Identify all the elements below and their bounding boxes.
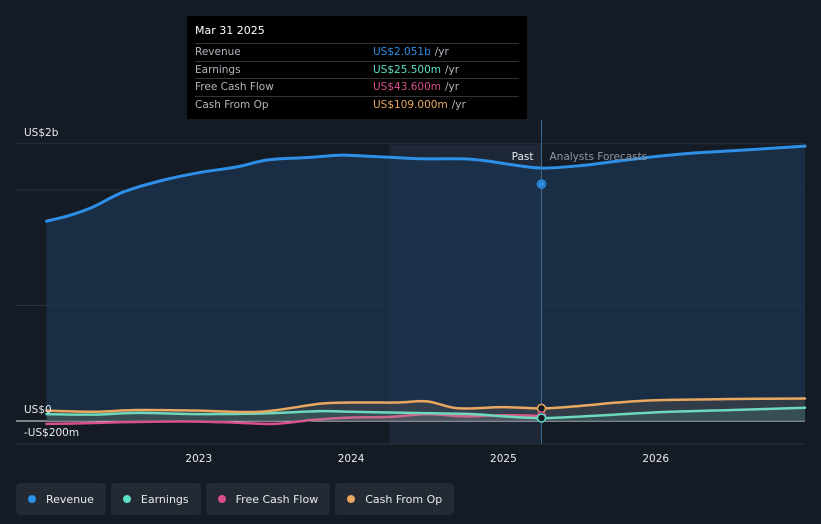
past-label: Past [512, 151, 534, 163]
legend-label: Cash From Op [365, 492, 443, 506]
chart-canvas: Past Analysts Forecasts US$2b US$0 -US$200… [16, 120, 807, 465]
tooltip-value: US$25.500m [373, 63, 441, 76]
data-markers [536, 179, 547, 423]
series-line-cash-from-op [45, 397, 807, 414]
legend-dot-icon [217, 495, 226, 503]
revenue-area [46, 146, 806, 422]
y-axis-labels: US$2b US$0 -US$200m [24, 127, 79, 439]
tooltip-unit: /yr [434, 46, 449, 58]
forecast-label: Analysts Forecasts [549, 151, 647, 163]
legend-item-free-cash-flow[interactable]: Free Cash Flow [205, 483, 331, 515]
x-tick-label: 2025 [490, 453, 517, 465]
series-line-free-cash-flow [45, 412, 543, 426]
series-area-cash-from-op [46, 398, 806, 421]
tooltip-label: Free Cash Flow [195, 81, 274, 93]
series-line-revenue [44, 144, 807, 223]
y-tick-label: US$0 [24, 404, 52, 416]
tooltip-label: Earnings [195, 63, 241, 76]
tooltip-row-revenue: Revenue US$2.051b /yr [195, 43, 519, 61]
x-tick-label: 2026 [642, 453, 669, 465]
tooltip-row-cash-from-op: Cash From Op US$109.000m /yr [195, 95, 519, 114]
tooltip-value: US$2.051b [373, 46, 431, 58]
legend-item-revenue[interactable]: Revenue [16, 483, 106, 515]
legend-dot-icon [347, 495, 356, 503]
legend-item-earnings[interactable]: Earnings [110, 483, 201, 515]
tooltip-value: US$43.600m [373, 81, 441, 93]
x-tick-label: 2024 [338, 453, 365, 465]
legend-dot-icon [122, 495, 131, 503]
tooltip-date: Mar 31 2025 [195, 24, 265, 37]
legend: Revenue Earnings Free Cash Flow Cash Fro… [16, 483, 455, 515]
tooltip-row-free-cash-flow: Free Cash Flow US$43.600m /yr [195, 78, 519, 96]
marker-revenue-fill [538, 181, 545, 188]
tooltip: Mar 31 2025 Revenue US$2.051b /yr Earnin… [187, 16, 527, 119]
series-area-free-cash-flow [46, 414, 542, 424]
x-axis-labels: 2023 2024 2025 2026 [185, 453, 669, 465]
tooltip-unit: /yr [445, 81, 460, 93]
tooltip-label: Cash From Op [195, 98, 269, 111]
marker-earnings [536, 413, 547, 423]
x-tick-label: 2023 [185, 453, 212, 465]
legend-label: Earnings [140, 492, 189, 506]
legend-dot-icon [28, 495, 36, 503]
series-line-earnings [45, 406, 807, 420]
y-tick-label: US$2b [24, 127, 59, 139]
series-lines [44, 144, 807, 426]
y-tick-label: -US$200m [24, 427, 79, 439]
tooltip-unit: /yr [451, 98, 466, 111]
legend-label: Free Cash Flow [235, 492, 319, 506]
tooltip-label: Revenue [195, 46, 241, 58]
legend-label: Revenue [46, 492, 94, 506]
tooltip-unit: /yr [445, 63, 460, 76]
tooltip-value: US$109.000m [373, 98, 448, 111]
tooltip-row-earnings: Earnings US$25.500m /yr [195, 60, 519, 79]
legend-item-cash-from-op[interactable]: Cash From Op [335, 483, 455, 515]
marker-cash-from-op [536, 403, 547, 414]
